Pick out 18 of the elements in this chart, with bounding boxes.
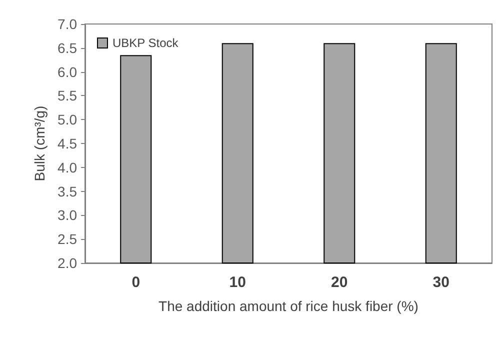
x-tick-label: 0: [132, 274, 140, 291]
y-tick-label: 6.5: [58, 40, 78, 56]
y-axis-title: Bulk (cm³/g): [32, 106, 48, 182]
y-tick-label: 6.0: [58, 64, 78, 80]
y-tick-label: 7.0: [58, 16, 78, 32]
x-tick-label: 30: [432, 274, 450, 291]
y-tick-label: 2.0: [58, 255, 78, 271]
x-axis-title: The addition amount of rice husk fiber (%): [158, 298, 418, 314]
y-tick-label: 4.5: [58, 136, 78, 152]
x-tick-label: 20: [331, 274, 348, 291]
y-tick-label: 2.5: [58, 231, 78, 248]
y-tick-label: 3.5: [58, 183, 78, 200]
y-tick-label: 5.0: [58, 112, 78, 128]
y-tick-label: 3.0: [58, 207, 78, 224]
y-tick-label: 5.5: [58, 88, 78, 104]
y-tick-label: 4.0: [58, 159, 78, 176]
x-tick-label: 10: [229, 274, 246, 291]
legend-label: UBKP Stock: [112, 36, 180, 50]
